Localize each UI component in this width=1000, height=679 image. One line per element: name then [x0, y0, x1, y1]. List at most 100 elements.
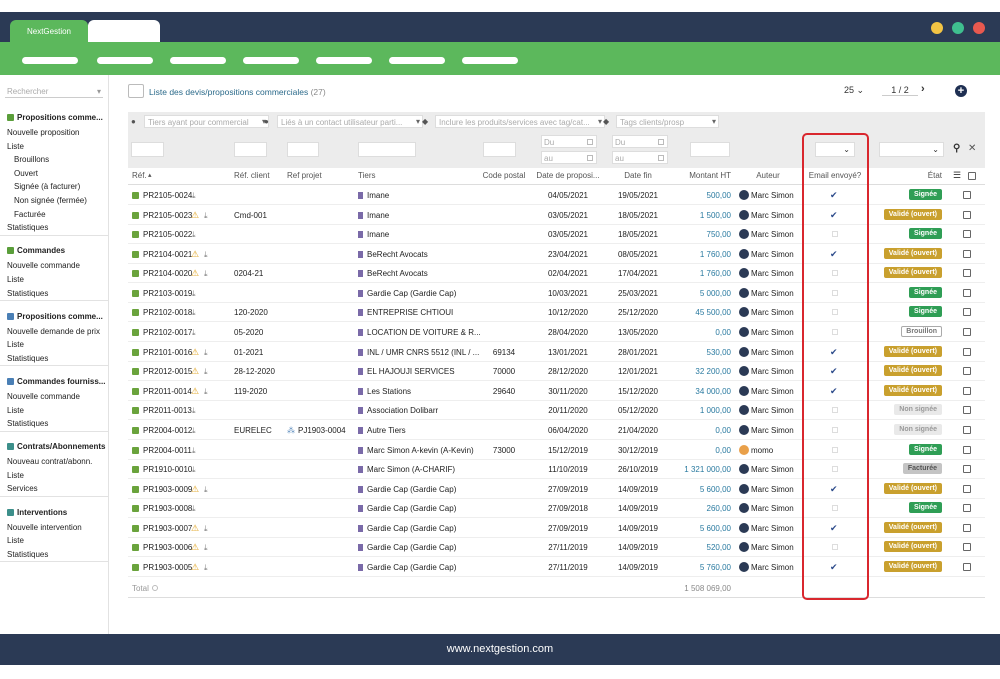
menu-link[interactable]: Liste: [7, 340, 24, 350]
brand-tab[interactable]: NextGestion: [10, 20, 88, 42]
tab[interactable]: [88, 20, 160, 42]
column-header[interactable]: Montant HT: [689, 171, 731, 180]
menu-link[interactable]: Ouvert: [14, 168, 39, 178]
section-title[interactable]: Contrats/Abonnements: [17, 442, 106, 452]
ref[interactable]: PR2104-0020: [143, 269, 193, 279]
filter-select[interactable]: Tiers ayant pour commercial ▾: [144, 115, 269, 128]
author[interactable]: Marc Simon: [751, 543, 794, 553]
filter-input[interactable]: ⌄: [815, 142, 855, 157]
download-icon[interactable]: ⤓: [192, 230, 196, 240]
menu-link[interactable]: Statistiques: [7, 223, 49, 233]
menu-link[interactable]: Statistiques: [7, 419, 49, 429]
checkbox[interactable]: [963, 308, 971, 317]
filter-input[interactable]: ⌄: [879, 142, 944, 157]
download-icon[interactable]: ⤓: [192, 191, 196, 200]
section-title[interactable]: Commandes fourniss...: [17, 376, 106, 386]
filter-input[interactable]: [234, 142, 267, 157]
tiers[interactable]: BeRecht Avocats: [367, 249, 428, 259]
menu-link[interactable]: Liste: [7, 405, 24, 415]
tiers[interactable]: Imane: [367, 210, 390, 220]
ref[interactable]: PR1910-0010: [143, 465, 193, 475]
download-icon[interactable]: ⤓: [192, 504, 196, 514]
checkbox[interactable]: [963, 484, 971, 493]
download-icon[interactable]: ⤓: [204, 543, 208, 553]
download-icon[interactable]: ⤓: [204, 367, 208, 377]
ref[interactable]: PR1903-0009: [143, 484, 193, 494]
checkbox[interactable]: [963, 563, 971, 572]
checkbox[interactable]: [963, 269, 971, 278]
checkbox[interactable]: [963, 210, 971, 219]
add-button[interactable]: +: [955, 85, 967, 97]
author[interactable]: Marc Simon: [751, 191, 794, 200]
list-icon[interactable]: ☰: [953, 170, 962, 180]
menu-item[interactable]: [22, 57, 78, 64]
menu-link[interactable]: Nouvelle proposition: [7, 128, 80, 137]
menu-link[interactable]: Nouveau contrat/abonn.: [7, 457, 93, 467]
tiers[interactable]: Marc Simon A-kevin (A-Kevin): [367, 445, 474, 455]
column-header[interactable]: Ref projet: [287, 171, 322, 180]
date-input[interactable]: Du: [612, 135, 668, 148]
tiers[interactable]: LOCATION DE VOITURE & R...: [367, 328, 481, 338]
per-page[interactable]: 25 ⌄: [844, 85, 865, 95]
date-input[interactable]: Du: [541, 135, 597, 148]
section-title[interactable]: Propositions comme...: [17, 113, 103, 122]
ref[interactable]: PR2105-0024: [143, 191, 193, 200]
download-icon[interactable]: ⤓: [204, 484, 208, 494]
filter-input[interactable]: [287, 142, 319, 157]
menu-link[interactable]: Non signée (fermée): [14, 196, 87, 205]
ref[interactable]: PR2105-0022: [143, 230, 193, 240]
download-icon[interactable]: ⤓: [192, 445, 196, 455]
author[interactable]: Marc Simon: [751, 465, 794, 475]
filter-select[interactable]: Liés à un contact utilisateur parti... ▾: [277, 115, 423, 128]
menu-link[interactable]: Liste: [7, 470, 24, 480]
menu-link[interactable]: Nouvelle commande: [7, 391, 80, 401]
column-header[interactable]: Code postal: [482, 171, 526, 180]
section-title[interactable]: Interventions: [17, 507, 68, 517]
ref[interactable]: PR2102-0017: [143, 328, 193, 338]
menu-link[interactable]: Statistiques: [7, 353, 49, 363]
author[interactable]: Marc Simon: [751, 367, 794, 377]
author[interactable]: Marc Simon: [751, 230, 794, 240]
tiers[interactable]: Autre Tiers: [367, 425, 406, 435]
download-icon[interactable]: ⤓: [192, 465, 196, 475]
menu-item[interactable]: [462, 57, 518, 64]
download-icon[interactable]: ⤓: [204, 523, 208, 533]
menu-link[interactable]: Services: [7, 484, 38, 494]
checkbox[interactable]: [963, 406, 971, 415]
checkbox[interactable]: [963, 288, 971, 297]
author[interactable]: Marc Simon: [751, 288, 794, 298]
checkbox[interactable]: [963, 367, 971, 376]
project[interactable]: PJ1903-0004: [298, 425, 346, 435]
menu-link[interactable]: Liste: [7, 141, 24, 151]
tiers[interactable]: Association Dolibarr: [367, 406, 439, 416]
ref[interactable]: PR2102-0018: [143, 308, 193, 318]
column-header[interactable]: Email envoyé?: [808, 171, 862, 180]
column-header[interactable]: Auteur: [756, 171, 780, 180]
checkbox[interactable]: [963, 445, 971, 454]
ref[interactable]: PR2004-0012: [143, 425, 193, 435]
section-title[interactable]: Propositions comme...: [17, 311, 103, 321]
download-icon[interactable]: ⤓: [204, 210, 208, 220]
download-icon[interactable]: ⤓: [204, 347, 208, 357]
checkbox[interactable]: [963, 328, 971, 337]
checkbox[interactable]: [963, 504, 971, 513]
tiers[interactable]: Gardie Cap (Gardie Cap): [367, 484, 457, 494]
section-title[interactable]: Commandes: [17, 246, 66, 256]
checkbox[interactable]: [963, 249, 971, 258]
tiers[interactable]: Gardie Cap (Gardie Cap): [367, 504, 457, 514]
ref[interactable]: PR2011-0013: [143, 406, 192, 416]
checkbox[interactable]: [963, 465, 971, 474]
ref[interactable]: PR1903-0008: [143, 504, 193, 514]
author[interactable]: Marc Simon: [751, 210, 794, 220]
download-icon[interactable]: ⤓: [204, 386, 208, 396]
menu-link[interactable]: Signée (à facturer): [14, 182, 81, 192]
tiers[interactable]: Gardie Cap (Gardie Cap): [367, 563, 457, 573]
filter-input[interactable]: [358, 142, 416, 157]
author[interactable]: Marc Simon: [751, 504, 794, 514]
download-icon[interactable]: ⤓: [192, 308, 196, 318]
menu-link[interactable]: Facturée: [14, 209, 46, 219]
author[interactable]: Marc Simon: [751, 563, 794, 573]
checkbox[interactable]: [963, 347, 971, 356]
clear-icon[interactable]: ✕: [968, 143, 977, 154]
tiers[interactable]: Marc Simon (A-CHARIF): [367, 465, 456, 475]
